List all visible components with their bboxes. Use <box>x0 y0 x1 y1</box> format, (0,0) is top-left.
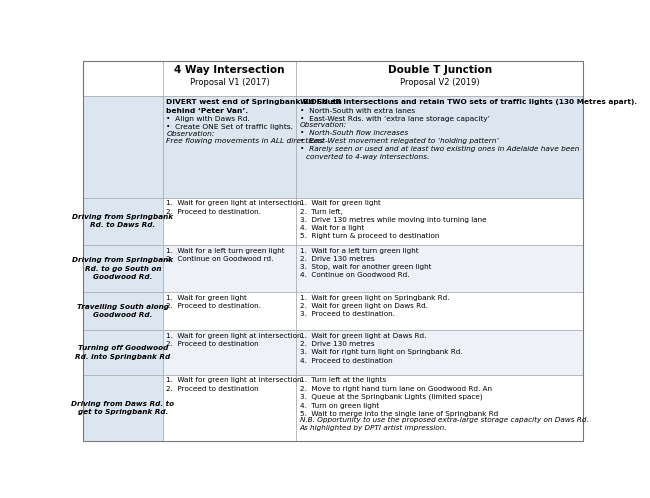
Text: behind ‘Peter Van’.: behind ‘Peter Van’. <box>166 108 248 114</box>
Text: Double T Junction: Double T Junction <box>388 65 492 75</box>
Bar <box>163 292 296 330</box>
Text: •  East-West movement relegated to ‘holding pattern’: • East-West movement relegated to ‘holdi… <box>300 138 499 144</box>
Bar <box>83 198 163 245</box>
Bar <box>163 61 296 97</box>
Text: Travelling South along
Goodwood Rd.: Travelling South along Goodwood Rd. <box>77 304 169 318</box>
Text: •  East-West Rds. with ‘extra lane storage capacity’: • East-West Rds. with ‘extra lane storag… <box>300 116 489 122</box>
Text: •  Rarely seen or used and at least two existing ones in Adelaide have been: • Rarely seen or used and at least two e… <box>300 146 579 152</box>
Text: 1.  Wait for green light at intersection
2.  Proceed to destination.: 1. Wait for green light at intersection … <box>166 200 302 215</box>
Text: 1.  Wait for green light
2.  Proceed to destination.: 1. Wait for green light 2. Proceed to de… <box>166 295 261 309</box>
Text: •  Create ONE Set of traffic lights.: • Create ONE Set of traffic lights. <box>166 124 293 130</box>
Bar <box>296 292 584 330</box>
Bar <box>296 374 584 441</box>
Bar <box>296 330 584 374</box>
Text: 1.  Wait for green light at intersection
2.  Proceed to destination: 1. Wait for green light at intersection … <box>166 377 302 391</box>
Bar <box>83 245 163 292</box>
Text: WIDEN all intersections and retain TWO sets of traffic lights (130 Metres apart): WIDEN all intersections and retain TWO s… <box>300 100 637 106</box>
Text: Observation:: Observation: <box>166 131 214 137</box>
Text: •  North-South with extra lanes: • North-South with extra lanes <box>300 108 415 114</box>
Text: 1.  Wait for a left turn green light
2.  Drive 130 metres
3.  Stop, wait for ano: 1. Wait for a left turn green light 2. D… <box>300 248 432 278</box>
Bar <box>83 292 163 330</box>
Bar <box>83 61 163 97</box>
Text: 1.  Turn left at the lights
2.  Move to right hand turn lane on Goodwood Rd. An
: 1. Turn left at the lights 2. Move to ri… <box>300 377 498 417</box>
Text: •  Align with Daws Rd.: • Align with Daws Rd. <box>166 116 250 122</box>
Bar <box>163 374 296 441</box>
Bar <box>83 374 163 441</box>
Text: 4 Way Intersection: 4 Way Intersection <box>174 65 285 75</box>
Bar <box>296 61 584 97</box>
Text: 1.  Wait for green light at intersection
2.  Proceed to destination: 1. Wait for green light at intersection … <box>166 333 302 347</box>
Text: 1.  Wait for green light at Daws Rd.
2.  Drive 130 metres
3.  Wait for right tur: 1. Wait for green light at Daws Rd. 2. D… <box>300 333 463 364</box>
Bar <box>296 245 584 292</box>
Text: Proposal V2 ​(2019): Proposal V2 ​(2019) <box>400 78 480 87</box>
Text: Driving from Springbank
Rd. to go South on
Goodwood Rd.: Driving from Springbank Rd. to go South … <box>72 257 174 280</box>
Text: 1.  Wait for green light
2.  Turn left,
3.  Drive 130 metres while moving into t: 1. Wait for green light 2. Turn left, 3.… <box>300 200 486 240</box>
Bar <box>83 330 163 374</box>
Text: DIVERT west end of Springbank Rd South: DIVERT west end of Springbank Rd South <box>166 100 343 106</box>
Text: 1.  Wait for green light on Springbank Rd.
2.  Wait for green light on Daws Rd.
: 1. Wait for green light on Springbank Rd… <box>300 295 449 317</box>
Text: N.B. Opportunity to use the proposed extra-large storage capacity on Daws Rd.
As: N.B. Opportunity to use the proposed ext… <box>300 417 588 431</box>
Text: Proposal V1 ​(2017): Proposal V1 ​(2017) <box>190 78 270 87</box>
Bar <box>163 330 296 374</box>
Text: Observation:: Observation: <box>300 122 347 127</box>
Text: Free flowing movements in ALL directions: Free flowing movements in ALL directions <box>166 138 324 144</box>
Text: •  North-South flow increases: • North-South flow increases <box>300 129 408 135</box>
Text: 1.  Wait for a left turn green light
2.  Continue on Goodwood rd.: 1. Wait for a left turn green light 2. C… <box>166 248 285 262</box>
Bar <box>163 97 296 198</box>
Bar <box>163 198 296 245</box>
Text: Turning off Goodwood
Rd. into Springbank Rd: Turning off Goodwood Rd. into Springbank… <box>75 345 170 360</box>
Bar <box>296 198 584 245</box>
Bar <box>163 245 296 292</box>
Text: converted to 4-way intersections.: converted to 4-way intersections. <box>306 154 429 160</box>
Bar <box>296 97 584 198</box>
Text: Driving from Springbank
Rd. to Daws Rd.: Driving from Springbank Rd. to Daws Rd. <box>72 214 174 229</box>
Bar <box>83 97 163 198</box>
Text: Driving from Daws Rd. to
get to Springbank Rd.: Driving from Daws Rd. to get to Springba… <box>72 401 174 415</box>
